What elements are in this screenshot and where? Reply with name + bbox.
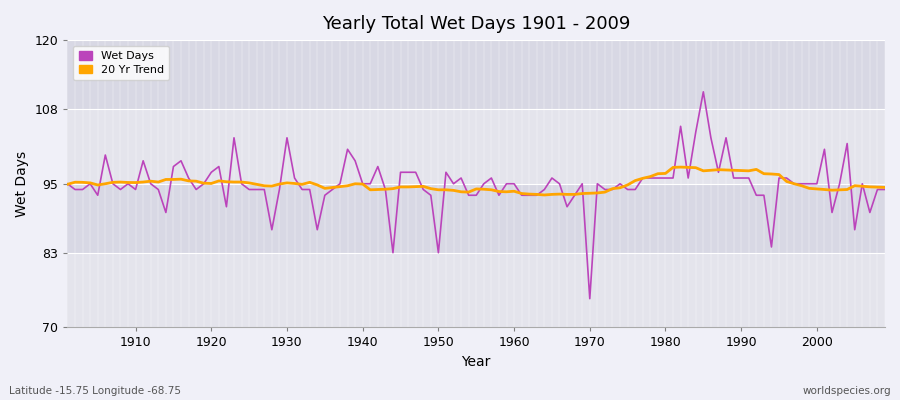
Bar bbox=[68, 109, 885, 184]
20 Yr Trend bbox=[501, 190, 512, 194]
Line: Wet Days: Wet Days bbox=[68, 92, 885, 299]
Wet Days bbox=[122, 181, 133, 186]
Wet Days bbox=[608, 187, 618, 192]
Wet Days bbox=[501, 181, 512, 186]
Wet Days bbox=[289, 176, 300, 180]
20 Yr Trend bbox=[879, 185, 890, 190]
Legend: Wet Days, 20 Yr Trend: Wet Days, 20 Yr Trend bbox=[73, 46, 169, 80]
20 Yr Trend bbox=[539, 192, 550, 197]
Text: Latitude -15.75 Longitude -68.75: Latitude -15.75 Longitude -68.75 bbox=[9, 386, 181, 396]
20 Yr Trend bbox=[675, 165, 686, 170]
Bar bbox=[68, 184, 885, 253]
Wet Days bbox=[335, 181, 346, 186]
20 Yr Trend bbox=[289, 181, 300, 186]
20 Yr Trend bbox=[608, 186, 618, 191]
Text: worldspecies.org: worldspecies.org bbox=[803, 386, 891, 396]
Bar bbox=[68, 40, 885, 109]
Y-axis label: Wet Days: Wet Days bbox=[15, 151, 29, 217]
Wet Days bbox=[698, 90, 708, 94]
Title: Yearly Total Wet Days 1901 - 2009: Yearly Total Wet Days 1901 - 2009 bbox=[322, 15, 630, 33]
20 Yr Trend bbox=[122, 180, 133, 185]
Wet Days bbox=[508, 181, 519, 186]
X-axis label: Year: Year bbox=[462, 355, 490, 369]
20 Yr Trend bbox=[335, 184, 346, 189]
Line: 20 Yr Trend: 20 Yr Trend bbox=[68, 167, 885, 195]
Wet Days bbox=[584, 296, 595, 301]
20 Yr Trend bbox=[508, 189, 519, 194]
Bar bbox=[68, 253, 885, 328]
Wet Days bbox=[879, 187, 890, 192]
20 Yr Trend bbox=[62, 182, 73, 187]
Wet Days bbox=[62, 181, 73, 186]
